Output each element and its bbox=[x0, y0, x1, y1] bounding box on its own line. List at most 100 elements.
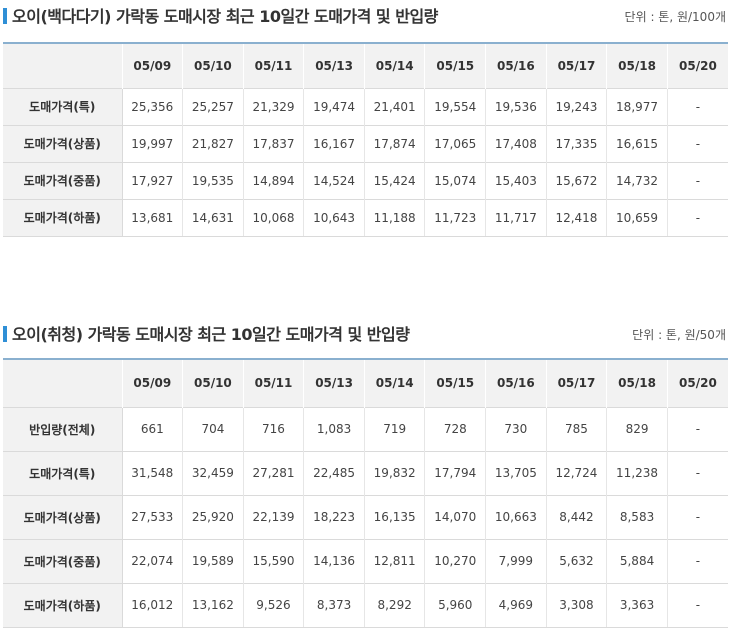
table-header-row: 05/09 05/10 05/11 05/13 05/14 05/15 05/1… bbox=[3, 42, 728, 88]
table-cell: - bbox=[666, 582, 728, 628]
date-header: 05/10 bbox=[182, 42, 244, 88]
unit-label: 단위 : 톤, 원/100개 bbox=[624, 10, 726, 24]
table-cell: 10,643 bbox=[303, 198, 365, 237]
table-cell: 17,794 bbox=[424, 450, 486, 495]
section-header: 오이(취청) 가락동 도매시장 최근 10일간 도매가격 및 반입량 단위 : … bbox=[0, 318, 730, 358]
table-cell: 27,281 bbox=[242, 450, 304, 495]
table-cell: 14,524 bbox=[303, 161, 365, 199]
date-header: 05/14 bbox=[363, 358, 425, 407]
title-accent-bar bbox=[3, 326, 7, 342]
table-cell: 19,536 bbox=[485, 87, 547, 125]
table-cell: 5,960 bbox=[424, 582, 486, 628]
date-header: 05/20 bbox=[666, 42, 728, 88]
row-label: 도매가격(특) bbox=[3, 87, 123, 125]
table-cell: 13,705 bbox=[485, 450, 547, 495]
table-cell: 11,723 bbox=[424, 198, 486, 237]
table-cell: 21,827 bbox=[182, 124, 244, 162]
table-cell: 716 bbox=[242, 406, 304, 451]
table-cell: 704 bbox=[182, 406, 244, 451]
table-cell: 22,074 bbox=[122, 538, 183, 583]
table-cell: 11,238 bbox=[606, 450, 668, 495]
table-cell: 21,329 bbox=[242, 87, 304, 125]
table-row: 도매가격(상품) 19,997 21,827 17,837 16,167 17,… bbox=[3, 124, 728, 162]
table-cell: 16,167 bbox=[303, 124, 365, 162]
table-cell: 8,442 bbox=[545, 494, 607, 539]
table-cell: - bbox=[666, 538, 728, 583]
table-cell: 9,526 bbox=[242, 582, 304, 628]
table-cell: 3,308 bbox=[545, 582, 607, 628]
corner-cell bbox=[3, 358, 122, 407]
table-cell: 8,292 bbox=[363, 582, 425, 628]
table-cell: 10,659 bbox=[606, 198, 668, 237]
date-header: 05/11 bbox=[242, 42, 304, 88]
table-cell: 25,356 bbox=[122, 87, 183, 125]
date-header: 05/17 bbox=[545, 42, 607, 88]
table-row: 도매가격(하품) 16,012 13,162 9,526 8,373 8,292… bbox=[3, 582, 728, 628]
table-row: 도매가격(특) 25,356 25,257 21,329 19,474 21,4… bbox=[3, 87, 728, 125]
table-cell: 14,631 bbox=[182, 198, 244, 237]
table-cell: 16,012 bbox=[122, 582, 183, 628]
table-cell: 12,418 bbox=[545, 198, 607, 237]
price-section-baekdadagi: 오이(백다다기) 가락동 도매시장 최근 10일간 도매가격 및 반입량 단위 … bbox=[0, 0, 730, 237]
table-cell: 17,927 bbox=[122, 161, 183, 199]
table-row: 도매가격(상품) 27,533 25,920 22,139 18,223 16,… bbox=[3, 494, 728, 539]
table-cell: 5,884 bbox=[606, 538, 668, 583]
table-cell: 14,894 bbox=[242, 161, 304, 199]
table-row: 도매가격(하품) 13,681 14,631 10,068 10,643 11,… bbox=[3, 198, 728, 237]
table-cell: 22,485 bbox=[303, 450, 365, 495]
table-cell: 19,554 bbox=[424, 87, 486, 125]
row-label: 도매가격(상품) bbox=[3, 494, 123, 539]
price-table-baekdadagi: 05/09 05/10 05/11 05/13 05/14 05/15 05/1… bbox=[3, 42, 728, 237]
table-cell: 19,535 bbox=[182, 161, 244, 199]
table-cell: 14,070 bbox=[424, 494, 486, 539]
table-cell: 730 bbox=[485, 406, 547, 451]
date-header: 05/18 bbox=[606, 358, 668, 407]
table-cell: 22,139 bbox=[242, 494, 304, 539]
table-cell: 18,223 bbox=[303, 494, 365, 539]
table-cell: 19,589 bbox=[182, 538, 244, 583]
date-header: 05/13 bbox=[303, 358, 365, 407]
table-cell: 11,717 bbox=[485, 198, 547, 237]
table-row: 도매가격(중품) 17,927 19,535 14,894 14,524 15,… bbox=[3, 161, 728, 199]
section-title: 오이(백다다기) 가락동 도매시장 최근 10일간 도매가격 및 반입량 bbox=[12, 7, 438, 26]
table-cell: - bbox=[666, 124, 728, 162]
table-cell: 5,632 bbox=[545, 538, 607, 583]
table-cell: - bbox=[666, 406, 728, 451]
table-cell: 15,403 bbox=[485, 161, 547, 199]
table-cell: 27,533 bbox=[122, 494, 183, 539]
section-title: 오이(취청) 가락동 도매시장 최근 10일간 도매가격 및 반입량 bbox=[12, 325, 410, 344]
table-cell: 13,681 bbox=[122, 198, 183, 237]
table-cell: - bbox=[666, 87, 728, 125]
date-header: 05/09 bbox=[121, 42, 183, 88]
table-cell: 25,257 bbox=[182, 87, 244, 125]
row-label: 도매가격(중품) bbox=[3, 538, 123, 583]
table-cell: 19,997 bbox=[122, 124, 183, 162]
row-label: 도매가격(하품) bbox=[3, 582, 123, 628]
table-cell: 17,874 bbox=[363, 124, 425, 162]
table-cell: 12,724 bbox=[545, 450, 607, 495]
table-cell: 829 bbox=[606, 406, 668, 451]
table-cell: 17,065 bbox=[424, 124, 486, 162]
table-cell: 18,977 bbox=[606, 87, 668, 125]
date-header: 05/20 bbox=[666, 358, 728, 407]
table-cell: 11,188 bbox=[363, 198, 425, 237]
date-header: 05/16 bbox=[485, 358, 547, 407]
price-table-chwicheong: 05/09 05/10 05/11 05/13 05/14 05/15 05/1… bbox=[3, 358, 728, 628]
date-header: 05/10 bbox=[182, 358, 244, 407]
date-header: 05/11 bbox=[242, 358, 304, 407]
row-label: 도매가격(중품) bbox=[3, 161, 123, 199]
table-cell: 8,583 bbox=[606, 494, 668, 539]
table-cell: 25,920 bbox=[182, 494, 244, 539]
table-cell: 15,590 bbox=[242, 538, 304, 583]
table-cell: 10,270 bbox=[424, 538, 486, 583]
row-label: 도매가격(특) bbox=[3, 450, 123, 495]
table-cell: 19,243 bbox=[545, 87, 607, 125]
table-cell: 17,837 bbox=[242, 124, 304, 162]
date-header: 05/15 bbox=[424, 358, 486, 407]
table-cell: 10,663 bbox=[485, 494, 547, 539]
table-header-row: 05/09 05/10 05/11 05/13 05/14 05/15 05/1… bbox=[3, 358, 728, 407]
row-label: 도매가격(하품) bbox=[3, 198, 123, 237]
table-cell: - bbox=[666, 161, 728, 199]
table-cell: 32,459 bbox=[182, 450, 244, 495]
table-cell: 14,732 bbox=[606, 161, 668, 199]
